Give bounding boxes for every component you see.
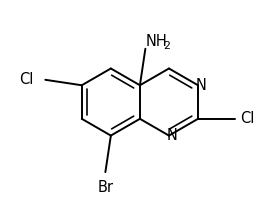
Text: 2: 2 — [163, 41, 170, 51]
Text: NH: NH — [146, 34, 167, 49]
Text: N: N — [196, 78, 206, 93]
Text: N: N — [167, 128, 177, 143]
Text: Cl: Cl — [19, 72, 34, 87]
Text: Cl: Cl — [240, 111, 254, 126]
Text: Br: Br — [97, 180, 113, 195]
